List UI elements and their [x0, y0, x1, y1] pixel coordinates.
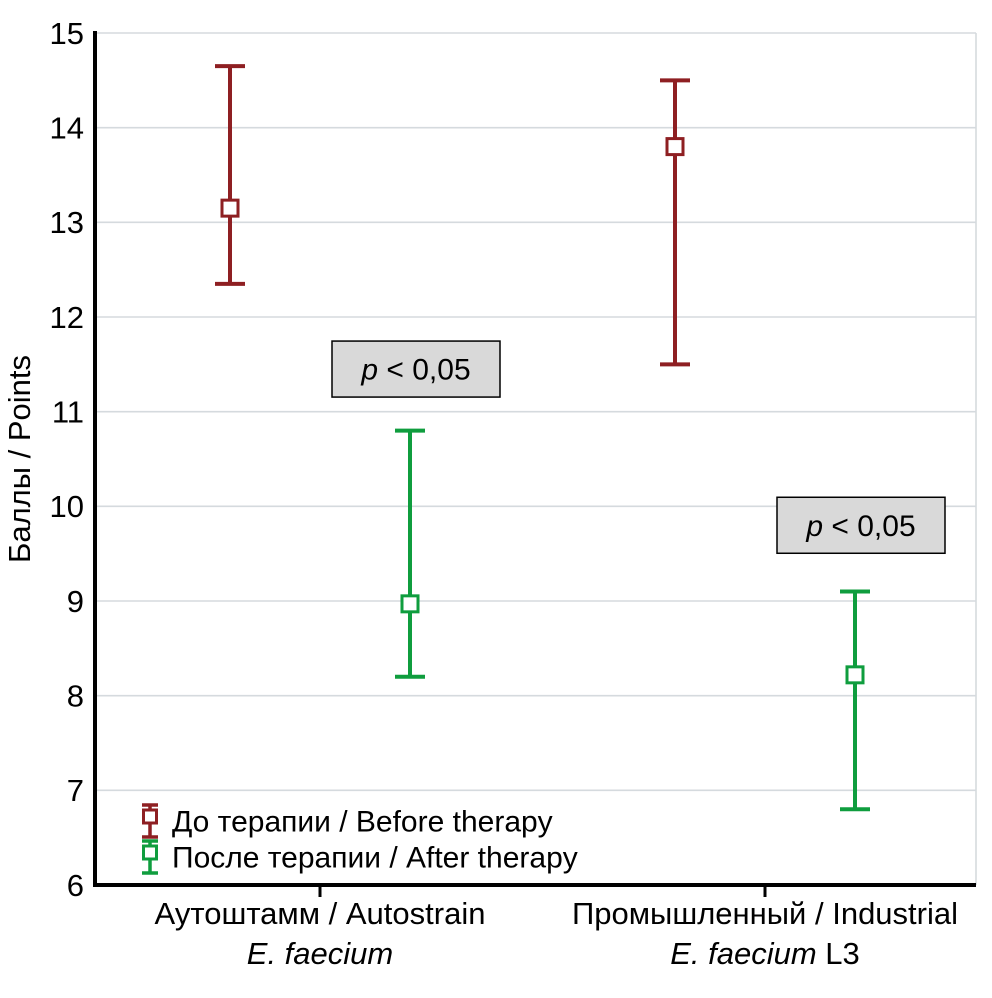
y-tick-label: 6	[67, 868, 84, 903]
y-tick-label: 11	[52, 395, 84, 430]
y-tick-label: 10	[50, 489, 84, 524]
legend-label-1: После терапии / After therapy	[172, 842, 578, 875]
category-label-line1: Аутоштамм / Autostrain	[155, 896, 486, 931]
errorbar-marker-s0-g0	[220, 198, 240, 218]
category-label-line1: Промышленный / Industrial	[572, 896, 958, 931]
category-label-line2: E. faecium L3	[670, 936, 860, 971]
errorbar-marker-s0-g1	[665, 137, 685, 157]
y-tick-label: 7	[67, 773, 84, 808]
y-axis-title: Баллы / Points	[2, 355, 37, 563]
y-tick-label: 15	[50, 16, 84, 51]
annotation-text-1: p < 0,05	[805, 510, 915, 543]
y-tick-label: 9	[67, 584, 84, 619]
errorbar-marker-s1-g1	[845, 665, 865, 685]
y-tick-label: 12	[50, 300, 84, 335]
annotation-text-0: p < 0,05	[360, 354, 470, 387]
y-tick-label: 14	[50, 111, 84, 146]
errorbar-marker-s1-g0	[400, 594, 420, 614]
legend-glyph-marker-0	[142, 808, 158, 825]
legend-glyph-marker-1	[142, 844, 158, 861]
annotation-box-0	[331, 340, 501, 398]
y-tick-label: 8	[67, 679, 84, 714]
legend-label-0: До терапии / Before therapy	[172, 806, 553, 839]
category-label-line2: E. faecium	[247, 936, 393, 971]
y-tick-label: 13	[50, 205, 84, 240]
annotation-box-1	[776, 496, 946, 555]
